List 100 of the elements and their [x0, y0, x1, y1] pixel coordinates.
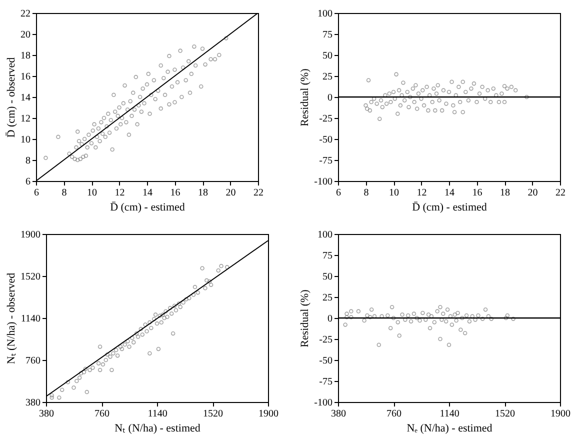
- point: [462, 330, 468, 336]
- x-tick-label: 8: [62, 188, 67, 198]
- point: [391, 316, 396, 320]
- point: [397, 334, 402, 338]
- point: [438, 304, 442, 310]
- y-tick-label: 75: [322, 250, 332, 262]
- x-tick-label: 8: [364, 188, 369, 198]
- point: [362, 318, 366, 323]
- point: [343, 322, 348, 327]
- y-tick-label: 6: [26, 176, 30, 188]
- point: [454, 318, 458, 323]
- point: [386, 313, 390, 318]
- point: [390, 304, 394, 310]
- x-tick-label: 18: [500, 188, 510, 198]
- point: [441, 312, 446, 316]
- x-tick-label: 760: [94, 408, 110, 420]
- point: [356, 309, 361, 314]
- y-tick-label: 18: [20, 50, 30, 62]
- point: [420, 310, 425, 316]
- y-tick-label: 50: [322, 272, 332, 282]
- point: [504, 316, 508, 320]
- y-tick-label: -50: [319, 134, 332, 146]
- y-tick-label: 100: [318, 8, 332, 20]
- y-tick-label: 380: [26, 398, 40, 408]
- y-tick-label: -50: [319, 356, 332, 366]
- point: [464, 313, 469, 318]
- x-tick-label: 14: [444, 188, 454, 198]
- point: [396, 320, 400, 324]
- x-tick-label: 18: [198, 188, 208, 198]
- x-tick-label: 1140: [148, 408, 168, 420]
- point: [480, 316, 485, 321]
- x-tick-label: 1900: [258, 408, 278, 420]
- point: [456, 310, 460, 316]
- y-tick-label: -75: [319, 156, 332, 166]
- point: [365, 313, 370, 318]
- point: [412, 312, 416, 316]
- y-axis-title: D̄ (cm) - observed: [5, 56, 18, 138]
- y-tick-label: 12: [20, 114, 30, 124]
- x-tick-label: 1520: [203, 408, 223, 420]
- point: [344, 312, 349, 316]
- x-tick-label: 760: [386, 408, 402, 420]
- x-tick-label: 1520: [495, 408, 515, 420]
- point: [418, 318, 422, 323]
- x-axis-title: D̄ (cm) - estimed: [110, 201, 186, 214]
- y-tick-label: 25: [322, 72, 332, 82]
- x-tick-label: 1900: [550, 408, 570, 420]
- point: [432, 320, 437, 324]
- x-tick-label: 22: [556, 188, 566, 198]
- x-axis-title: D̄ (cm) - estimed: [412, 201, 488, 214]
- point: [460, 316, 464, 320]
- x-tick-label: 14: [142, 188, 152, 198]
- point: [414, 316, 419, 320]
- point: [467, 319, 472, 324]
- y-tick-label: 1520: [20, 272, 40, 282]
- y-tick-label: 75: [322, 30, 332, 40]
- y-tick-label: 8: [26, 156, 30, 166]
- y-tick-label: -25: [319, 334, 332, 346]
- y-tick-label: 20: [20, 30, 30, 40]
- x-tick-label: 10: [389, 188, 399, 198]
- y-tick-label: 14: [20, 92, 30, 104]
- y-axis-title: Residual (%): [299, 289, 312, 348]
- point: [400, 312, 404, 317]
- y-axis-title: Nₜ (N/ha) - observed: [6, 272, 18, 364]
- point: [458, 328, 463, 332]
- y-tick-label: -100: [314, 176, 332, 188]
- x-tick-label: 16: [472, 188, 482, 198]
- point: [349, 315, 354, 320]
- point: [483, 307, 488, 312]
- point: [445, 307, 450, 312]
- point: [452, 312, 457, 317]
- point: [344, 315, 349, 320]
- x-axis-title: Nₑ (N/ha) - estimed: [406, 422, 493, 434]
- y-tick-label: 0: [328, 314, 332, 324]
- x-tick-label: 12: [114, 188, 125, 198]
- point: [369, 307, 374, 312]
- point: [368, 315, 372, 320]
- x-tick-label: 1140: [440, 408, 460, 420]
- point: [388, 326, 393, 330]
- x-tick-label: 6: [336, 188, 341, 198]
- point: [489, 316, 494, 321]
- point: [406, 313, 410, 318]
- x-tick-label: 20: [226, 188, 236, 198]
- y-tick-label: 100: [318, 230, 332, 240]
- point: [505, 313, 510, 318]
- y-tick-label: -75: [319, 376, 332, 388]
- x-tick-label: 10: [87, 188, 97, 198]
- point: [446, 342, 452, 348]
- x-tick-label: 20: [528, 188, 538, 198]
- y-tick-label: 50: [322, 50, 332, 62]
- x-tick-label: 16: [170, 188, 180, 198]
- point: [511, 316, 516, 321]
- y-tick-label: 0: [328, 92, 332, 104]
- point: [376, 342, 382, 348]
- point: [408, 319, 414, 324]
- point: [438, 336, 442, 342]
- x-axis-title: Nₜ (N/ha) - estimed: [114, 422, 201, 434]
- y-tick-label: 1140: [20, 314, 40, 324]
- x-tick-label: 12: [416, 188, 427, 198]
- point: [435, 309, 440, 314]
- y-tick-label: 22: [20, 8, 30, 20]
